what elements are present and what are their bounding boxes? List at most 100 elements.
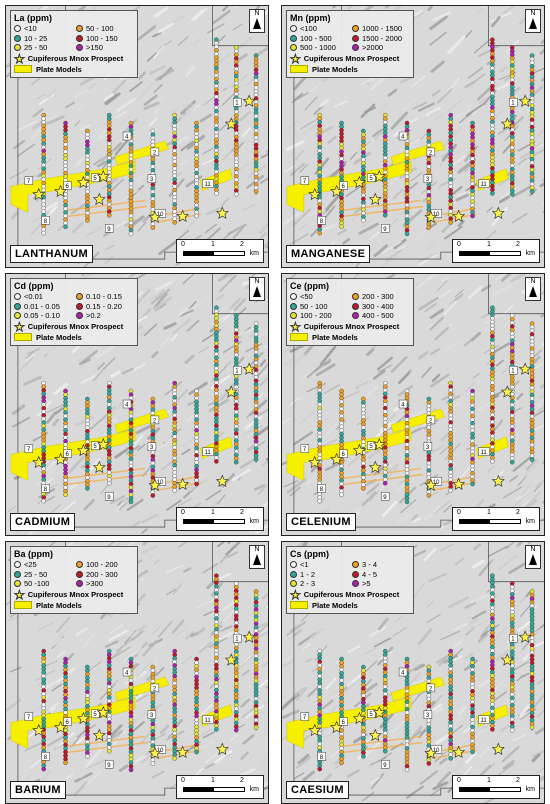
sample-point (151, 493, 155, 497)
plate-number: 7 (303, 447, 306, 453)
legend-swatch (14, 35, 21, 42)
sample-point (254, 189, 258, 193)
legend-plate: Plate Models (14, 601, 134, 611)
legend-class-label: >300 (86, 579, 103, 589)
sample-point (234, 192, 238, 196)
north-arrow-icon: N (249, 277, 265, 301)
prospect-star (519, 631, 530, 642)
scale-tick-0: 0 (181, 777, 185, 784)
sample-point (427, 225, 431, 229)
drill-traverse (214, 574, 218, 732)
drill-traverse (530, 322, 534, 463)
legend-swatch (290, 580, 297, 587)
legend-class: 100 - 200 (76, 560, 134, 570)
sample-point (107, 213, 111, 217)
legend-class-label: <0.01 (24, 292, 43, 302)
scale-tick-1: 1 (211, 777, 215, 784)
plate-number: 11 (204, 182, 211, 188)
north-label: N (526, 10, 540, 17)
drill-traverse (234, 46, 238, 197)
sample-point (194, 214, 198, 218)
plate-label-9: 9 (105, 760, 113, 768)
legend-swatch (76, 35, 83, 42)
legend-class-label: 100 - 200 (86, 560, 118, 570)
scale-tick-2: 2 (240, 509, 244, 516)
scale-tick-2: 2 (516, 509, 520, 516)
sample-point (510, 460, 514, 464)
legend-swatch (14, 303, 21, 310)
sample-point (318, 499, 322, 503)
drill-traverse (107, 113, 111, 217)
legend-swatch (352, 25, 359, 32)
drill-traverse (530, 54, 534, 195)
north-label: N (250, 10, 264, 17)
sample-point (151, 761, 155, 765)
arrow-icon (253, 554, 261, 565)
plate-label-1: 1 (509, 366, 517, 374)
sample-point (173, 756, 177, 760)
plate-number: 2 (429, 686, 432, 692)
prospect-label: Cupiferous Mnox Prospect (28, 54, 123, 64)
legend-class-label: <10 (24, 24, 37, 34)
legend-swatch (76, 293, 83, 300)
legend-swatch (14, 561, 21, 568)
legend-swatch (76, 571, 83, 578)
legend-class: 4 - 5 (352, 570, 410, 580)
scale-graphic (183, 787, 245, 792)
legend-class-label: 200 - 300 (86, 570, 118, 580)
legend-plate: Plate Models (14, 65, 134, 75)
plate-label-3: 3 (424, 175, 432, 183)
plate-label-4: 4 (123, 132, 131, 140)
plate-label-3: 3 (424, 711, 432, 719)
plate-label-8: 8 (42, 216, 50, 224)
scale-unit: km (250, 518, 259, 525)
legend-prospect: ★Cupiferous Mnox Prospect (290, 322, 410, 332)
sample-point (214, 727, 218, 731)
prospect-star (519, 95, 530, 106)
plate-label-7: 7 (25, 713, 33, 721)
legend-class: <10 (14, 24, 72, 34)
legend-class-label: 0.10 - 0.15 (86, 292, 122, 302)
legend-prospect: ★Cupiferous Mnox Prospect (14, 322, 134, 332)
legend-class: >2000 (352, 43, 410, 53)
legend-class-label: >5 (362, 579, 371, 589)
legend-swatch (352, 561, 359, 568)
legend-swatch (290, 571, 297, 578)
plate-label-11: 11 (202, 448, 213, 456)
legend-class-label: <25 (24, 560, 37, 570)
sample-point (234, 460, 238, 464)
plate-label: Plate Models (36, 601, 82, 611)
legend-class: 300 - 400 (352, 302, 410, 312)
sample-point (405, 232, 409, 236)
plate-label-3: 3 (148, 443, 156, 451)
sample-point (63, 493, 67, 497)
legend-prospect: ★Cupiferous Mnox Prospect (14, 590, 134, 600)
legend-swatch (76, 25, 83, 32)
plate-label-3: 3 (148, 711, 156, 719)
legend-swatch (352, 293, 359, 300)
prospect-star (94, 194, 105, 205)
scale-graphic (459, 519, 521, 524)
scale-tick-2: 2 (240, 777, 244, 784)
sample-point (194, 750, 198, 754)
sample-point (234, 728, 238, 732)
plate-label-8: 8 (318, 484, 326, 492)
sample-point (107, 481, 111, 485)
drill-traverse (194, 389, 198, 486)
legend-swatch (76, 580, 83, 587)
legend-class-label: 400 - 500 (362, 311, 394, 321)
sample-point (530, 189, 534, 193)
legend-class-label: 25 - 50 (24, 43, 47, 53)
plate-label-3: 3 (424, 443, 432, 451)
sample-point (85, 486, 89, 490)
plate-number: 2 (153, 150, 156, 156)
sample-point (361, 218, 365, 222)
plate-label-4: 4 (123, 400, 131, 408)
sample-point (361, 486, 365, 490)
north-arrow-icon: N (249, 545, 265, 569)
sample-point (254, 457, 258, 461)
